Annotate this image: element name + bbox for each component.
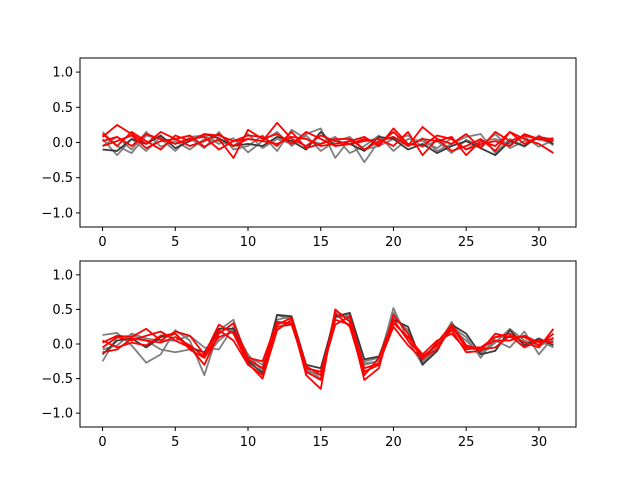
y-tick-label: 1.0 (52, 66, 73, 81)
series-line-7 (102, 127, 554, 151)
x-tick-label: 5 (171, 235, 179, 250)
series-line-6 (102, 318, 554, 377)
y-tick-label: 0.0 (52, 338, 73, 353)
y-tick-label: −1.0 (41, 407, 73, 422)
y-tick-label: 0.0 (52, 136, 73, 151)
x-tick-label: 15 (312, 235, 329, 250)
x-tick-label: 0 (98, 235, 106, 250)
bottom-subplot: 0 5 10 15 20 25 30 −1.0 −0.5 0.0 0.5 1.0 (41, 260, 577, 450)
x-tick-label: 10 (240, 435, 257, 450)
top-subplot: 0 5 10 15 20 25 30 −1.0 −0.5 0.0 0.5 1.0 (41, 57, 577, 250)
x-tick-label: 15 (312, 435, 329, 450)
y-tick-label: 1.0 (52, 268, 73, 283)
x-tick-label: 5 (171, 435, 179, 450)
series-group (101, 307, 555, 390)
series-group (101, 121, 554, 164)
series-line-5 (101, 121, 554, 154)
y-tick-label: −1.0 (41, 206, 73, 221)
x-tick-label: 20 (385, 435, 402, 450)
x-tick-label: 30 (531, 435, 548, 450)
y-tick-label: −0.5 (41, 372, 73, 387)
x-tick-label: 25 (458, 435, 475, 450)
x-tick-label: 20 (385, 235, 402, 250)
y-tick-label: 0.5 (52, 101, 73, 116)
series-line-6 (102, 131, 554, 157)
x-tick-label: 0 (98, 435, 106, 450)
y-tick-label: 0.5 (52, 303, 73, 318)
y-tick-label: −0.5 (41, 171, 73, 186)
series-line-7 (102, 315, 554, 377)
x-tick-label: 30 (531, 235, 548, 250)
x-tick-label: 10 (240, 235, 257, 250)
x-tick-label: 25 (458, 235, 475, 250)
